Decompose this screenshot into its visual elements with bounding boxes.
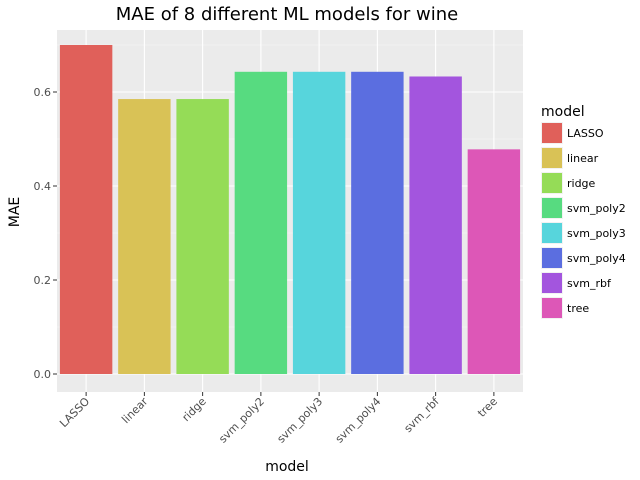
legend-swatch-svm_rbf [542, 273, 562, 293]
legend-swatch-svm_poly2 [542, 198, 562, 218]
legend: model LASSO linear ridge svm_poly2 svm_poly3… [541, 104, 626, 319]
legend-label: LASSO [567, 127, 604, 140]
bar-svm_poly2 [234, 71, 288, 374]
legend-label: ridge [567, 177, 596, 190]
bar-tree [467, 149, 521, 374]
legend-swatch-tree [542, 298, 562, 318]
x-tick-label: linear [119, 395, 151, 427]
bar-svm_rbf [409, 76, 462, 375]
x-axis-label: model [265, 459, 309, 475]
x-tick-label: tree [475, 395, 500, 420]
x-axis: LASSO linear ridge svm_poly2 svm_poly3 svm_po… [57, 392, 500, 446]
legend-swatch-ridge [542, 173, 562, 193]
x-tick-label: ridge [180, 395, 209, 424]
legend-title: model [541, 104, 585, 120]
bars [59, 45, 521, 375]
legend-label: tree [567, 302, 589, 315]
y-tick-label: 0.6 [34, 86, 52, 99]
x-tick-label: LASSO [57, 395, 92, 430]
legend-label: svm_poly2 [567, 202, 626, 215]
x-tick-label: svm_poly3 [275, 395, 326, 446]
x-tick-label: svm_rbf [402, 394, 443, 435]
legend-label: svm_poly4 [567, 252, 626, 265]
legend-label: linear [567, 152, 599, 165]
y-axis-label: MAE [7, 197, 23, 228]
x-tick-label: svm_poly2 [216, 395, 267, 446]
bar-svm_poly3 [292, 71, 346, 374]
x-tick-label: svm_poly4 [333, 395, 384, 446]
y-axis: 0.0 0.2 0.4 0.6 [34, 86, 57, 381]
chart-title: MAE of 8 different ML models for wine [116, 4, 458, 25]
legend-swatch-svm_poly4 [542, 248, 562, 268]
legend-swatch-svm_poly3 [542, 223, 562, 243]
y-tick-label: 0.2 [34, 274, 52, 287]
legend-swatch-LASSO [542, 123, 562, 143]
legend-label: svm_rbf [567, 277, 612, 290]
bar-svm_poly4 [351, 71, 404, 374]
legend-label: svm_poly3 [567, 227, 626, 240]
y-tick-label: 0.4 [34, 180, 52, 193]
bar-ridge [176, 99, 229, 375]
y-tick-label: 0.0 [34, 368, 52, 381]
bar-LASSO [59, 45, 113, 374]
legend-swatch-linear [542, 148, 562, 168]
bar-linear [118, 99, 171, 375]
